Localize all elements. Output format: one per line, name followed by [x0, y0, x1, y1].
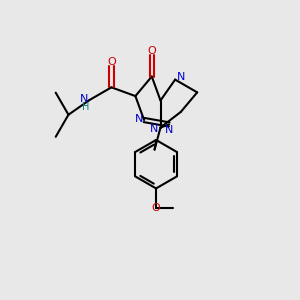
Text: N: N — [134, 113, 143, 124]
Text: H: H — [82, 102, 89, 112]
Text: O: O — [152, 202, 161, 213]
Text: O: O — [107, 57, 116, 67]
Text: N: N — [177, 72, 185, 82]
Text: N: N — [165, 125, 173, 135]
Text: N: N — [80, 94, 88, 103]
Text: O: O — [147, 46, 156, 56]
Text: N: N — [150, 124, 158, 134]
